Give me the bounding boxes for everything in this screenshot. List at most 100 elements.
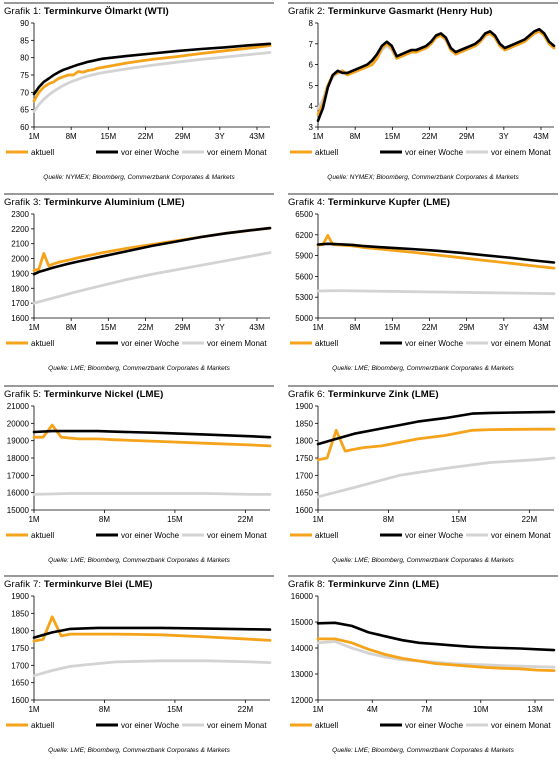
line-chart: 3 4 5 6 7 8 1M 8M 15M 22M 29M 3Y 43M aktuell vor einer… xyxy=(290,19,556,157)
y-tick-label: 80 xyxy=(20,54,29,63)
x-tick-label: 29M xyxy=(459,323,475,332)
y-tick-label: 2300 xyxy=(11,210,29,219)
y-tick-label: 1900 xyxy=(11,592,29,601)
y-tick-label: 4 xyxy=(309,102,314,111)
x-tick-label: 8M xyxy=(350,132,361,141)
x-tick-label: 22M xyxy=(238,515,254,524)
legend-label-week: vor einer Woche xyxy=(121,531,180,540)
y-tick-label: 5 xyxy=(309,81,314,90)
y-tick-label: 16000 xyxy=(7,489,30,498)
x-tick-label: 1M xyxy=(28,705,39,714)
y-tick-label: 1600 xyxy=(295,506,313,515)
x-tick-label: 8M xyxy=(350,323,361,332)
chart-title: Grafik 6: Terminkurve Zink (LME) xyxy=(288,389,439,400)
chart-title: Grafik 5: Terminkurve Nickel (LME) xyxy=(4,389,163,400)
y-tick-label: 65 xyxy=(20,106,29,115)
chart-source: Quelle: NYMEX; Bloomberg, Commerzbank Co… xyxy=(327,174,519,181)
y-tick-label: 1700 xyxy=(11,661,29,670)
legend-label-month: vor einem Monat xyxy=(207,148,267,157)
legend-label-current: aktuell xyxy=(315,721,338,730)
panel-g8: Grafik 8: Terminkurve Zinn (LME) 12000 130… xyxy=(288,575,558,760)
line-chart: 60 65 70 75 80 85 90 1M 8M 15M 22M 29M 3Y 43M aktuell v… xyxy=(6,19,272,157)
x-tick-label: 15M xyxy=(385,132,401,141)
chart-title-text: Terminkurve Nickel (LME) xyxy=(43,389,164,400)
x-tick-label: 8M xyxy=(383,515,394,524)
y-tick-label: 16000 xyxy=(291,592,314,601)
y-tick-label: 7 xyxy=(309,40,314,49)
chart-number: Grafik 3: xyxy=(4,197,42,208)
y-tick-label: 5000 xyxy=(295,314,313,323)
x-tick-label: 7M xyxy=(421,705,432,714)
chart-title: Grafik 8: Terminkurve Zinn (LME) xyxy=(288,579,439,590)
y-tick-label: 1750 xyxy=(295,454,313,463)
chart-number: Grafik 6: xyxy=(288,389,326,400)
x-tick-label: 29M xyxy=(459,132,475,141)
series-line-current xyxy=(316,637,556,672)
chart-title: Grafik 3: Terminkurve Aluminium (LME) xyxy=(4,197,185,208)
x-tick-label: 43M xyxy=(249,323,265,332)
x-tick-label: 4M xyxy=(367,705,378,714)
y-tick-label: 1700 xyxy=(295,471,313,480)
chart-title-text: Terminkurve Aluminium (LME) xyxy=(43,197,185,208)
chart-number: Grafik 4: xyxy=(288,197,326,208)
panel-rule xyxy=(4,193,274,195)
panel-rule xyxy=(288,575,558,577)
series-line-month xyxy=(316,289,556,296)
series-line-month xyxy=(32,492,272,496)
legend-label-week: vor einer Woche xyxy=(405,721,464,730)
y-tick-label: 1800 xyxy=(11,284,29,293)
line-chart: 5000 5300 5600 5900 6200 6500 1M 8M 15M 22M 29M 3Y 4… xyxy=(290,210,556,348)
legend-label-current: aktuell xyxy=(315,148,338,157)
chart-number: Grafik 7: xyxy=(4,579,42,590)
series-line-week xyxy=(316,410,556,446)
x-tick-label: 8M xyxy=(99,705,110,714)
chart-title-text: Terminkurve Zink (LME) xyxy=(327,389,439,400)
series-line-week xyxy=(316,27,556,123)
y-tick-label: 1650 xyxy=(11,679,29,688)
y-tick-label: 2000 xyxy=(11,255,29,264)
y-tick-label: 15000 xyxy=(291,618,314,627)
x-tick-label: 15M xyxy=(167,515,183,524)
x-tick-label: 43M xyxy=(533,323,549,332)
x-tick-label: 22M xyxy=(422,323,438,332)
chart-source: Quelle: NYMEX; Bloomberg, Commerzbank Co… xyxy=(43,174,235,181)
series-line-week xyxy=(32,429,272,439)
x-tick-label: 1M xyxy=(312,132,323,141)
legend-label-month: vor einem Monat xyxy=(207,721,267,730)
y-tick-label: 3 xyxy=(309,123,314,132)
y-tick-label: 1650 xyxy=(295,489,313,498)
y-tick-label: 90 xyxy=(20,19,29,28)
series-line-current xyxy=(32,615,272,643)
x-tick-label: 29M xyxy=(175,132,191,141)
y-tick-label: 2100 xyxy=(11,240,29,249)
x-tick-label: 8M xyxy=(66,132,77,141)
chart-title: Grafik 2: Terminkurve Gasmarkt (Henry Hu… xyxy=(288,6,493,17)
chart-source: Quelle: LME; Bloomberg, Commerzbank Corp… xyxy=(332,747,514,754)
chart-title-text: Terminkurve Gasmarkt (Henry Hub) xyxy=(327,6,493,17)
chart-source: Quelle: LME; Bloomberg, Commerzbank Corp… xyxy=(332,557,514,564)
panel-rule xyxy=(4,385,274,387)
series-line-current xyxy=(32,423,272,448)
legend-label-month: vor einem Monat xyxy=(207,339,267,348)
chart-title: Grafik 4: Terminkurve Kupfer (LME) xyxy=(288,197,450,208)
legend-label-week: vor einer Woche xyxy=(405,531,464,540)
legend-label-month: vor einem Monat xyxy=(491,531,551,540)
series-line-month xyxy=(32,251,272,305)
legend-label-month: vor einem Monat xyxy=(491,339,551,348)
x-tick-label: 8M xyxy=(66,323,77,332)
y-tick-label: 8 xyxy=(309,19,314,28)
line-chart: 1600 1650 1700 1750 1800 1850 1900 1M 8M 15M 22M ak… xyxy=(6,592,272,730)
x-tick-label: 1M xyxy=(312,515,323,524)
panel-g5: Grafik 5: Terminkurve Nickel (LME) 15000 1… xyxy=(4,385,274,570)
panel-rule xyxy=(4,575,274,577)
legend-label-week: vor einer Woche xyxy=(121,148,180,157)
series-line-week xyxy=(32,42,272,96)
x-tick-label: 15M xyxy=(385,323,401,332)
y-tick-label: 12000 xyxy=(291,696,314,705)
chart-title-text: Terminkurve Zinn (LME) xyxy=(327,579,440,590)
y-tick-label: 18000 xyxy=(7,454,30,463)
panel-g3: Grafik 3: Terminkurve Aluminium (LME) 160… xyxy=(4,193,274,378)
series-line-week xyxy=(316,621,556,652)
series-line-month xyxy=(316,456,556,499)
x-tick-label: 15M xyxy=(451,515,467,524)
